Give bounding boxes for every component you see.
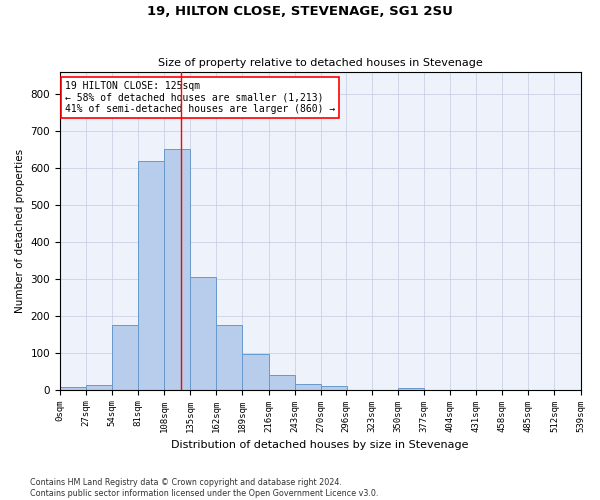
Bar [295,384,320,390]
Bar [190,277,217,390]
Bar [320,386,347,390]
X-axis label: Distribution of detached houses by size in Stevenage: Distribution of detached houses by size … [172,440,469,450]
Y-axis label: Number of detached properties: Number of detached properties [15,148,25,312]
Text: 19 HILTON CLOSE: 125sqm
← 58% of detached houses are smaller (1,213)
41% of semi: 19 HILTON CLOSE: 125sqm ← 58% of detache… [65,81,335,114]
Bar [60,387,86,390]
Bar [398,388,424,390]
Bar [269,375,295,390]
Title: Size of property relative to detached houses in Stevenage: Size of property relative to detached ho… [158,58,482,68]
Bar [164,148,190,390]
Bar [112,325,138,390]
Bar [138,161,164,390]
Bar [242,354,269,390]
Text: 19, HILTON CLOSE, STEVENAGE, SG1 2SU: 19, HILTON CLOSE, STEVENAGE, SG1 2SU [147,5,453,18]
Bar [217,325,242,390]
Text: Contains HM Land Registry data © Crown copyright and database right 2024.
Contai: Contains HM Land Registry data © Crown c… [30,478,379,498]
Bar [86,385,112,390]
